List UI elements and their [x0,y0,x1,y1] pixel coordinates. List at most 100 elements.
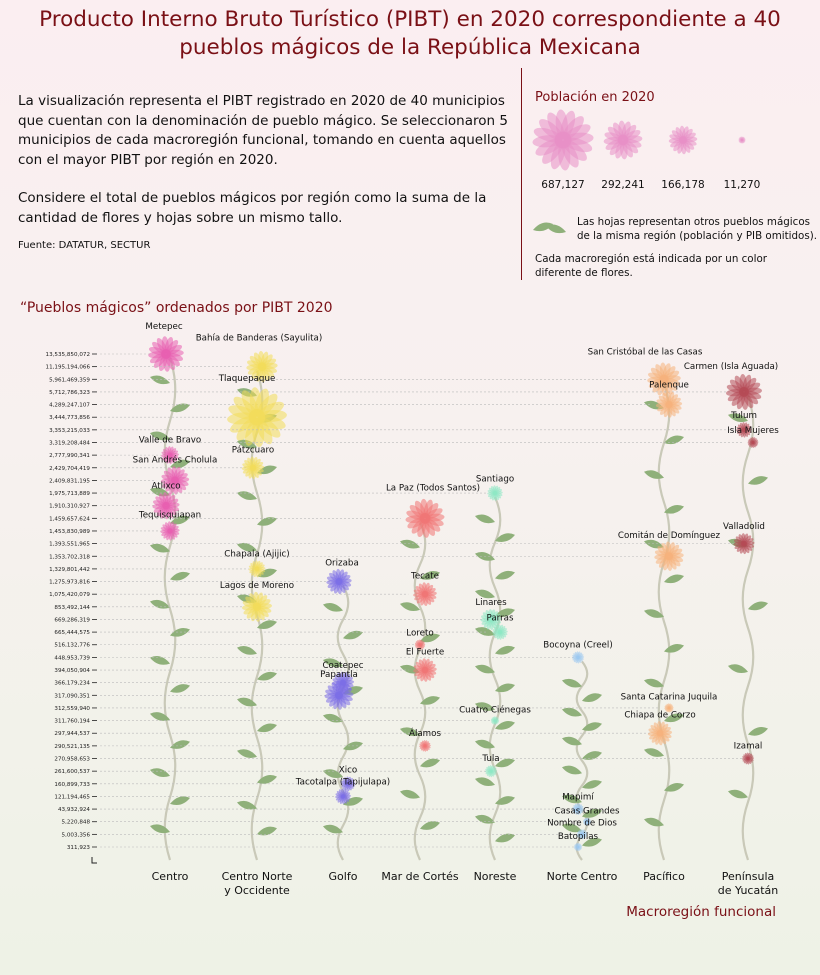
flower-marker [161,446,179,465]
y-tick-label: 290,521,135 [54,744,90,750]
leaf [582,780,602,789]
source-note: Fuente: DATATUR, SECTUR [18,240,151,251]
y-tick-label: 121,194,465 [54,794,90,800]
leaf [475,589,495,599]
y-tick-label: 669,286,319 [54,617,90,623]
leaf [748,601,768,611]
town-label: San Andrés Cholula [133,454,218,465]
leaf [475,739,495,749]
flower-marker [664,703,674,713]
y-tick-label: 1,453,830,989 [49,529,90,535]
leaf [664,435,684,445]
y-axis: 13,535,850,072 11,195,194,066 5,961,469,35… [46,352,97,864]
y-tick-label: 394,050,904 [54,668,90,674]
town-label: Tacotalpa (Tapijulapa) [295,778,390,788]
y-tick-label: 3,319,208,484 [49,440,90,446]
y-tick-label: 516,132,776 [54,643,90,649]
y-tick-label: 261,600,537 [54,769,90,775]
leaf [400,727,420,737]
leaf [664,504,684,514]
y-tick-label: 3,444,773,856 [49,415,90,421]
stem [741,395,755,861]
leaf [237,542,257,552]
category-label: Norte Centro [547,870,618,883]
y-tick-label: 4,289,247,107 [49,403,90,409]
page-title: Producto Interno Bruto Turístico (PIBT) … [39,7,781,60]
leaf [582,809,602,818]
chart-subtitle: “Pueblos mágicos” ordenados por PIBT 202… [20,300,333,316]
leaf [420,821,440,830]
stem [413,521,427,861]
town-label: Santa Catarina Juquila [621,692,718,702]
stem [163,357,177,861]
leaf [664,713,684,723]
flower-marker [160,521,180,541]
leaf [475,664,495,674]
flower-marker [655,391,683,418]
flower-marker [248,560,266,578]
y-tick-label: 317,090,351 [54,693,90,699]
flower-marker [733,533,755,555]
leaf [420,571,440,580]
y-tick-label: 1,075,420,079 [49,592,90,598]
y-tick-label: 312,559,940 [54,706,90,712]
leaf [323,602,343,612]
leaf [420,758,440,768]
leaf [664,574,684,584]
y-tick-label: 1,353,702,318 [49,554,90,560]
leaf [257,671,277,681]
leaf [495,683,515,693]
flower-marker [413,582,437,607]
leaf [475,514,495,524]
leaf [237,800,257,810]
leaf [728,413,748,423]
town-label: Chapala (Ajijic) [224,550,289,560]
leaf [400,789,420,799]
legend-divider [521,68,522,280]
leaf [582,693,602,702]
flower-marker [726,373,762,410]
leaf [475,777,495,787]
leaf [150,599,170,609]
flower-marker [747,437,759,448]
leaf [495,833,515,843]
y-tick-label: 366,179,234 [54,681,90,687]
leaf [562,678,582,688]
flower-marker [654,541,684,571]
y-tick-label: 5,712,786,323 [49,390,90,396]
y-tick-label: 665,444,575 [54,630,90,636]
leaf [150,768,170,777]
y-tick-label: 1,459,657,624 [49,516,90,522]
leaf [495,645,515,655]
category-label: Noreste [474,870,517,883]
leaf [495,533,515,542]
leaf [644,678,664,688]
stems [150,357,768,861]
y-tick-label: 311,760,194 [54,719,90,725]
y-tick-label: 43,932,924 [58,807,90,813]
town-label: San Cristóbal de las Casas [588,346,703,357]
leaf [475,627,495,636]
flowers: Metepec Bahía de Banderas (Sayulita) San C… [100,322,779,852]
legend-population-value: 687,127 [541,179,584,191]
town-label: Mapimí [562,792,594,802]
y-tick-label: 1,975,713,889 [49,491,90,497]
leaf [664,643,684,653]
leaf [237,491,257,500]
town-label: Tlaquepaque [218,374,276,384]
leaf [420,696,440,705]
flower-marker [419,740,431,752]
category-label: Centro Norte [222,870,293,883]
leaf [150,543,170,553]
intro-paragraph-1: La visualización representa el PIBT regi… [18,93,508,168]
y-tick-label: 5,003,356 [62,832,91,838]
leaf [644,609,664,618]
leaf [748,476,768,485]
y-tick-label: 2,429,704,419 [49,466,90,472]
town-label: Tula [481,754,499,764]
leaf [170,796,190,806]
legend-population-value: 292,241 [601,179,644,191]
flower-marker [326,568,352,595]
leaf [257,568,277,578]
flower-marker [414,639,426,650]
